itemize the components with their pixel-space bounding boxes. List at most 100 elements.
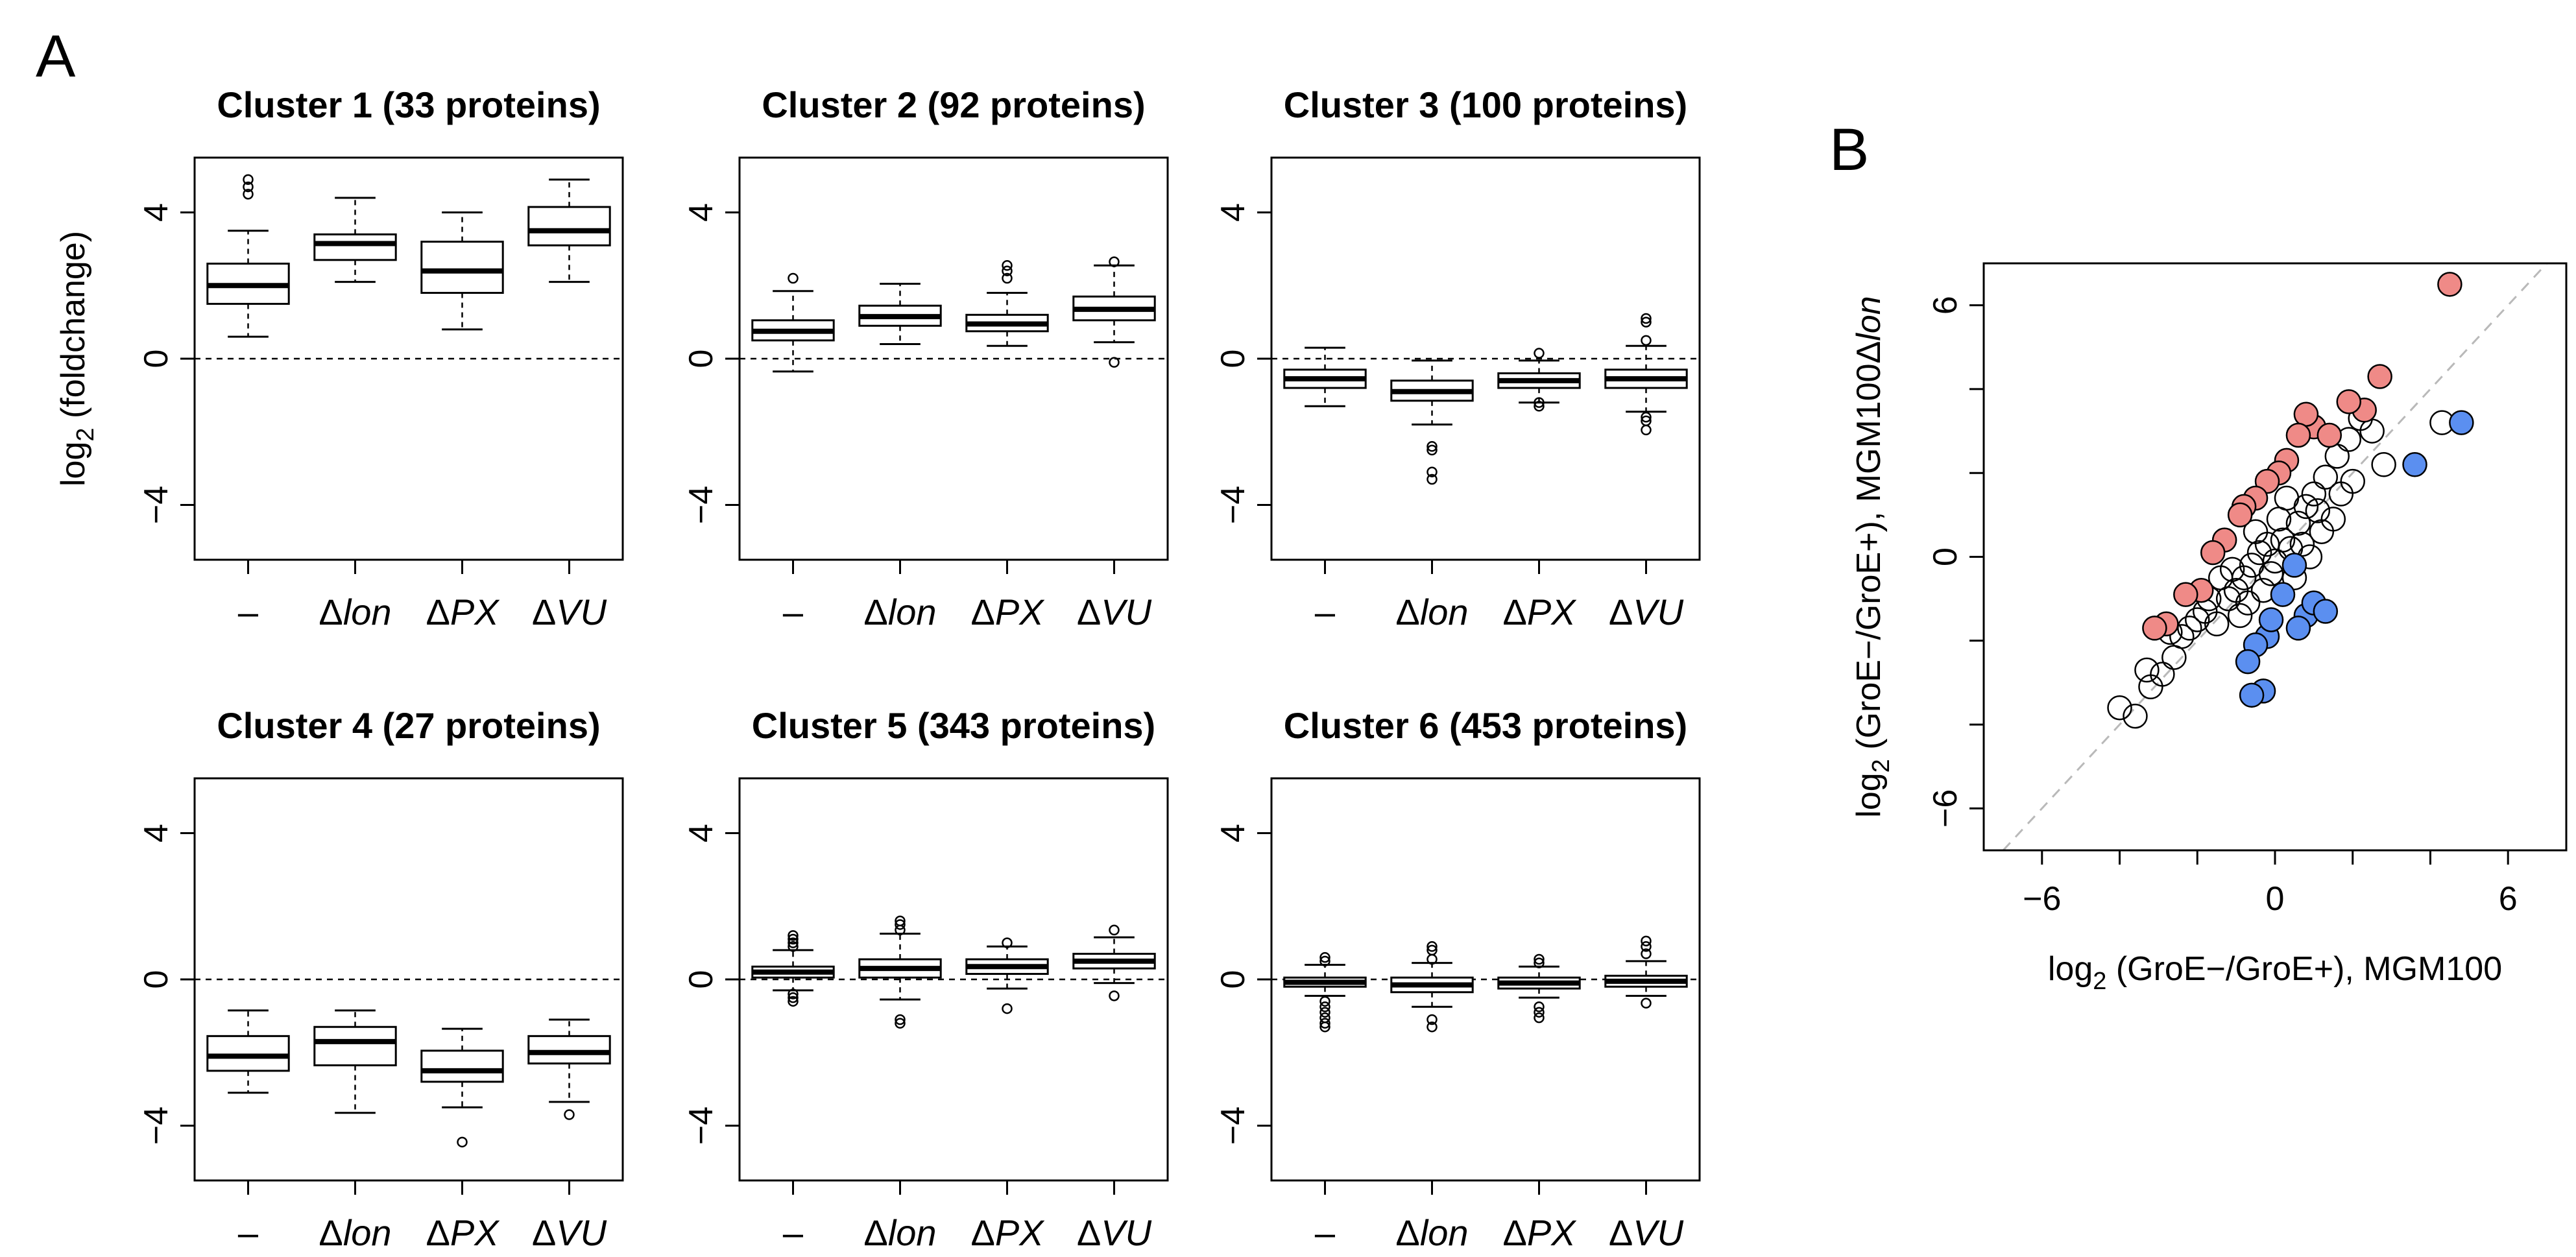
- scatter-point-unchanged: [2185, 607, 2210, 632]
- x-category-label: ΔVU: [1609, 1212, 1684, 1253]
- scatter-point-lower: [2281, 553, 2307, 578]
- y-tick-label: −4: [1214, 1107, 1252, 1145]
- x-category-label: ΔPX: [1502, 1212, 1577, 1253]
- scatter-point-unchanged: [2305, 498, 2331, 523]
- y-label-italic: lon: [1850, 296, 1888, 341]
- y-label-subscript: 2: [1868, 759, 1895, 772]
- outlier-point: [788, 930, 799, 941]
- outlier-point: [1641, 313, 1652, 324]
- outlier-point: [1109, 990, 1120, 1001]
- outlier-point: [1641, 941, 1652, 952]
- category-name: –: [238, 1212, 259, 1253]
- scatter-point-higher: [2200, 540, 2226, 566]
- outlier-point: [1002, 937, 1013, 948]
- box-4: [527, 1018, 611, 1120]
- y-label-rest: (foldchange): [54, 231, 92, 428]
- category-delta: Δ: [863, 592, 887, 632]
- scatter-point-higher: [2227, 502, 2253, 528]
- scatter-point-unchanged: [2204, 611, 2230, 637]
- x-category-label: Δlon: [319, 1212, 391, 1253]
- interquartile-box: [313, 1025, 397, 1066]
- outlier-point: [1002, 265, 1013, 276]
- box-2: [1390, 359, 1474, 485]
- category-delta: Δ: [863, 1212, 887, 1253]
- box-3: [965, 260, 1049, 347]
- outlier-point: [1002, 260, 1013, 271]
- outlier-point: [1319, 955, 1330, 967]
- outlier-point: [788, 988, 799, 1000]
- outlier-point: [1426, 1022, 1438, 1033]
- panel-title: Cluster 6 (453 proteins): [1284, 705, 1687, 746]
- outlier-point: [1534, 1012, 1545, 1024]
- outlier-point: [788, 933, 799, 945]
- y-tick-label: 0: [138, 350, 175, 368]
- outlier-point: [1426, 941, 1438, 952]
- outlier-point: [788, 937, 799, 948]
- outlier-point: [1426, 466, 1438, 477]
- scatter-point-unchanged: [2235, 590, 2261, 616]
- outlier-point: [1002, 272, 1013, 284]
- y-label-subscript: 2: [72, 427, 99, 441]
- category-name: PX: [995, 1212, 1045, 1253]
- scatter-point-higher: [2285, 422, 2311, 448]
- outlier-point: [1319, 1018, 1330, 1029]
- x-label-subscript: 2: [2093, 968, 2106, 995]
- scatter-point-lower: [2258, 607, 2284, 632]
- y-tick-label: 0: [1927, 547, 1964, 566]
- category-name: –: [238, 592, 259, 632]
- x-axis-label: log2 (GroE−/GroE+), MGM100: [2048, 950, 2502, 995]
- boxplot-panels: Cluster 1 (33 proteins)−404– Δlon ΔPX ΔVUlo…: [54, 84, 1701, 1253]
- category-delta: Δ: [1077, 592, 1101, 632]
- scatter-point-lower: [2313, 599, 2339, 624]
- outlier-point: [1319, 996, 1330, 1007]
- scatter-point-unchanged: [2285, 510, 2311, 536]
- boxplot-cluster-1: Cluster 1 (33 proteins)−404– Δlon ΔPX ΔVUlo…: [54, 84, 624, 632]
- outlier-point: [788, 941, 799, 952]
- y-axis-label: log2 (GroE−/GroE+), MGM100Δlon: [1850, 296, 1895, 817]
- category-delta: Δ: [1395, 592, 1419, 632]
- outlier-point: [895, 1018, 906, 1029]
- box-3: [965, 937, 1049, 1014]
- category-delta: Δ: [970, 592, 994, 632]
- scatter-point-unchanged: [2169, 624, 2195, 649]
- y-tick-label: 4: [1214, 203, 1252, 222]
- box-4: [1604, 313, 1688, 436]
- y-tick-label: −4: [682, 486, 720, 524]
- category-name: VU: [556, 592, 607, 632]
- outlier-point: [1641, 411, 1652, 423]
- outlier-point: [1641, 317, 1652, 328]
- box-3: [420, 211, 504, 331]
- scatter-point-higher: [2173, 582, 2198, 607]
- x-tick-label: −6: [2023, 880, 2061, 918]
- box-1: [751, 930, 835, 1007]
- box-2: [858, 915, 942, 1029]
- outlier-point: [1319, 1001, 1330, 1012]
- y-tick-label: −4: [1214, 486, 1252, 524]
- box-4: [1072, 256, 1156, 368]
- category-name: PX: [1527, 592, 1577, 632]
- y-tick-label: −4: [682, 1107, 720, 1145]
- scatter-point-unchanged: [2340, 468, 2365, 494]
- y-tick-label: 4: [682, 824, 720, 843]
- outlier-point: [1109, 924, 1120, 936]
- x-label-rest: (GroE−/GroE+), MGM100: [2106, 950, 2502, 988]
- scatter-point-lower: [2402, 452, 2427, 477]
- boxplot-cluster-4: Cluster 4 (27 proteins)−404– Δlon ΔPX ΔVU: [138, 705, 624, 1253]
- box-2: [1390, 941, 1474, 1033]
- outlier-point: [457, 1136, 468, 1148]
- scatter-point-higher: [2437, 272, 2462, 297]
- x-category-label: ΔPX: [970, 1212, 1045, 1253]
- x-category-label: ΔPX: [426, 592, 500, 632]
- scatter-point-unchanged: [2258, 561, 2284, 586]
- interquartile-box: [420, 241, 504, 294]
- category-name: lon: [888, 592, 937, 632]
- outlier-point: [788, 992, 799, 1003]
- x-category-label: Δlon: [1395, 1212, 1468, 1253]
- outlier-point: [1426, 944, 1438, 956]
- box-4: [527, 178, 611, 283]
- scatter-plot-area: [2002, 263, 2548, 850]
- category-name: PX: [1527, 1212, 1577, 1253]
- category-name: PX: [995, 592, 1045, 632]
- category-delta: Δ: [1609, 592, 1633, 632]
